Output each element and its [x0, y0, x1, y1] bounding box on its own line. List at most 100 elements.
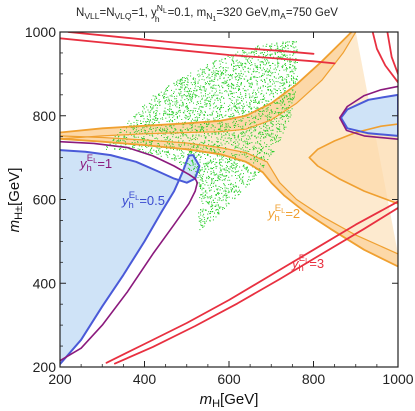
allowed-point — [204, 133, 205, 135]
allowed-point — [253, 171, 255, 173]
allowed-point — [157, 133, 159, 135]
allowed-point — [151, 121, 153, 123]
allowed-point — [203, 163, 205, 165]
allowed-point — [153, 149, 155, 151]
allowed-point — [166, 131, 168, 133]
allowed-point — [220, 114, 222, 116]
allowed-point — [208, 203, 210, 205]
allowed-point — [194, 83, 196, 85]
allowed-point — [254, 135, 255, 137]
allowed-point — [159, 144, 160, 146]
allowed-point — [259, 152, 261, 154]
allowed-point — [240, 62, 242, 64]
allowed-point — [216, 108, 218, 109]
allowed-point — [144, 130, 146, 132]
allowed-point — [210, 160, 212, 162]
allowed-point — [202, 226, 204, 228]
allowed-point — [269, 45, 271, 47]
allowed-point — [291, 41, 293, 43]
allowed-point — [190, 139, 192, 141]
allowed-point — [228, 115, 230, 117]
allowed-point — [161, 150, 163, 152]
allowed-point — [199, 143, 201, 145]
allowed-point — [227, 55, 229, 57]
allowed-point — [221, 155, 223, 157]
allowed-point — [123, 137, 125, 139]
allowed-point — [256, 125, 258, 127]
allowed-point — [195, 152, 197, 154]
allowed-point — [158, 143, 160, 145]
allowed-point — [209, 219, 211, 221]
allowed-point — [252, 51, 254, 53]
allowed-point — [193, 153, 195, 155]
allowed-point — [233, 133, 235, 135]
allowed-point — [248, 52, 250, 54]
allowed-point — [251, 64, 253, 66]
allowed-point — [217, 176, 219, 178]
allowed-point — [218, 197, 220, 199]
allowed-point — [149, 120, 151, 122]
allowed-point — [126, 137, 128, 138]
allowed-point — [202, 220, 204, 222]
allowed-point — [285, 80, 287, 82]
allowed-point — [288, 74, 290, 76]
allowed-point — [274, 103, 276, 104]
allowed-point — [151, 153, 153, 154]
allowed-point — [279, 130, 280, 132]
allowed-point — [180, 92, 182, 94]
allowed-point — [235, 106, 237, 108]
allowed-point — [255, 108, 257, 109]
allowed-point — [204, 72, 206, 74]
allowed-point — [191, 138, 193, 140]
allowed-point — [137, 148, 139, 150]
allowed-point — [151, 108, 153, 110]
allowed-point — [204, 222, 206, 224]
allowed-point — [185, 134, 187, 136]
allowed-point — [208, 123, 210, 125]
allowed-point — [244, 105, 245, 107]
allowed-point — [219, 114, 221, 116]
allowed-point — [176, 116, 178, 117]
allowed-point — [261, 165, 263, 167]
allowed-point — [189, 168, 190, 170]
allowed-point — [246, 147, 248, 149]
allowed-point — [239, 175, 240, 177]
allowed-point — [266, 74, 268, 76]
allowed-point — [238, 76, 240, 78]
allowed-point — [286, 98, 288, 100]
allowed-point — [260, 93, 262, 95]
allowed-point — [225, 158, 227, 159]
allowed-point — [222, 67, 224, 69]
allowed-point — [237, 112, 239, 113]
allowed-point — [248, 176, 250, 178]
allowed-point — [253, 122, 255, 124]
allowed-point — [243, 103, 245, 105]
allowed-point — [155, 115, 156, 117]
allowed-point — [277, 102, 279, 104]
allowed-point — [174, 158, 176, 160]
allowed-point — [199, 68, 201, 70]
allowed-point — [205, 137, 207, 139]
allowed-point — [229, 159, 231, 161]
allowed-point — [217, 209, 219, 211]
allowed-point — [163, 97, 165, 99]
allowed-point — [263, 157, 265, 159]
allowed-point — [265, 45, 267, 47]
allowed-point — [176, 100, 178, 101]
allowed-point — [235, 72, 237, 74]
allowed-point — [131, 134, 133, 136]
allowed-point — [268, 133, 270, 135]
allowed-point — [270, 120, 272, 122]
allowed-point — [234, 109, 236, 111]
allowed-point — [158, 121, 160, 123]
allowed-point — [256, 81, 258, 82]
allowed-point — [234, 197, 236, 199]
allowed-point — [288, 105, 290, 106]
allowed-point — [176, 81, 178, 83]
allowed-point — [240, 97, 242, 99]
allowed-point — [260, 134, 262, 135]
allowed-point — [251, 134, 253, 136]
allowed-point — [241, 100, 242, 101]
allowed-point — [213, 93, 215, 95]
allowed-point — [189, 124, 191, 126]
